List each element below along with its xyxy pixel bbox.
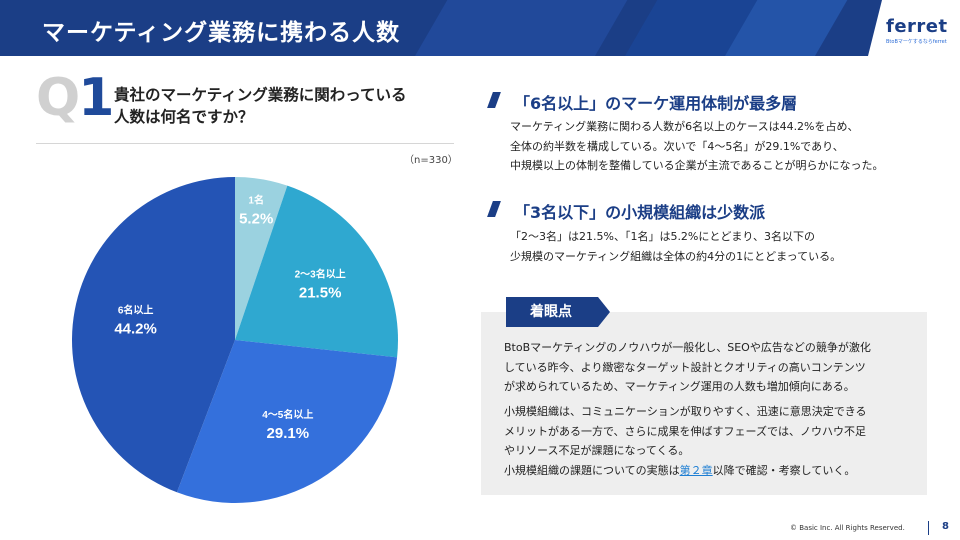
focus-tab: 着眼点 — [506, 297, 610, 327]
body-line: メリットがある一方で、さらに成果を伸ばすフェーズでは、ノウハウ不足 — [504, 424, 867, 438]
question-text: 貴社のマーケティング業務に関わっている 人数は何名ですか？ — [114, 84, 407, 128]
focus-paragraph: 小規模組織は、コミュニケーションが取りやすく、迅速に意思決定できる メリットがあ… — [504, 402, 867, 480]
pie-chart-svg: 1名 5.2% 2〜3名以上 21.5% 4〜5名以上 29.1% 6名以上 44.2% — [71, 177, 398, 503]
section-title: 「3名以下」の小規模組織は少数派 — [514, 203, 766, 222]
body-line: 「2〜3名」は21.5%、「1名」は5.2%にとどまり、3名以下の — [510, 230, 815, 243]
section-marker — [487, 92, 501, 108]
slice-label: 4〜5名以上 — [262, 408, 313, 421]
slice-value: 29.1% — [267, 425, 310, 442]
text-span: 小規模組織の課題についての実態は — [504, 463, 680, 477]
slice-value: 5.2% — [239, 210, 273, 227]
header-decoration — [395, 0, 645, 56]
body-line: 少規模のマーケティング組織は全体の約4分の1にとどまっている。 — [510, 249, 842, 263]
section-body: マーケティング業務に関わる人数が6名以上のケースは44.2%を占め、 全体の約半… — [510, 117, 884, 176]
chapter-link[interactable]: 第２章 — [679, 463, 713, 477]
text-span: 以降で確認・考察していく。 — [712, 463, 856, 477]
slice-label: 1名 — [248, 193, 264, 206]
copyright: © Basic Inc. All Rights Reserved. — [790, 524, 905, 532]
slice-label: 6名以上 — [118, 304, 154, 317]
body-line: 中規模以上の体制を整備している企業が主流であることが明らかになった。 — [510, 159, 884, 172]
pie-chart: 1名 5.2% 2〜3名以上 21.5% 4〜5名以上 29.1% 6名以上 44.2% — [60, 165, 410, 515]
question-digit: 1 — [78, 68, 114, 128]
pie-slice — [235, 177, 288, 340]
section-body: 「2〜3名」は21.5%、「1名」は5.2%にとどまり、3名以下の 少規模のマー… — [510, 227, 841, 266]
section-marker — [487, 201, 501, 217]
divider — [36, 143, 454, 144]
pie-slice — [176, 340, 398, 503]
body-line: が求められているため、マーケティング運用の人数も増加傾向にある。 — [504, 380, 855, 393]
body-line: マーケティング業務に関わる人数が6名以上のケースは44.2%を占め、 — [510, 120, 859, 133]
body-line: BtoBマーケティングのノウハウが一般化し、SEOや広告などの競争が激化 — [504, 341, 871, 354]
header-banner: マーケティング業務に携わる人数 — [0, 0, 960, 56]
page-number: 8 — [942, 521, 949, 532]
slice-label: 2〜3名以上 — [295, 268, 346, 281]
slice-value: 21.5% — [299, 285, 342, 302]
body-line: 小規模組織は、コミュニケーションが取りやすく、迅速に意思決定できる — [504, 405, 867, 418]
question-prefix: Q — [36, 68, 80, 128]
logo-tagline: BtoBマーケするならferret — [886, 39, 947, 45]
body-line: 全体の約半数を構成している。次いで「4〜5名」が29.1%であり、 — [510, 139, 844, 153]
body-line: やリソース不足が課題になってくる。 — [504, 444, 690, 457]
body-line: 小規模組織の課題についての実態は第２章以降で確認・考察していく。 — [504, 461, 867, 481]
focus-panel — [481, 312, 927, 495]
pie-slice — [235, 185, 398, 358]
question-line: 貴社のマーケティング業務に関わっている — [114, 86, 407, 104]
question-number: Q1 — [36, 72, 114, 124]
question-line: 人数は何名ですか？ — [114, 108, 254, 126]
pie-slice — [71, 177, 235, 493]
slice-value: 44.2% — [114, 321, 157, 338]
ferret-logo: ferret — [886, 16, 948, 37]
page-title: マーケティング業務に携わる人数 — [42, 20, 401, 46]
logo-background — [868, 0, 960, 56]
footer-divider — [928, 521, 929, 535]
focus-paragraph: BtoBマーケティングのノウハウが一般化し、SEOや広告などの競争が激化 してい… — [504, 338, 871, 397]
section-title: 「6名以上」のマーケ運用体制が最多層 — [514, 94, 798, 113]
body-line: している昨今、より緻密なターゲット設計とクオリティの高いコンテンツ — [504, 360, 866, 374]
sample-size-note: （n=330） — [404, 155, 458, 166]
